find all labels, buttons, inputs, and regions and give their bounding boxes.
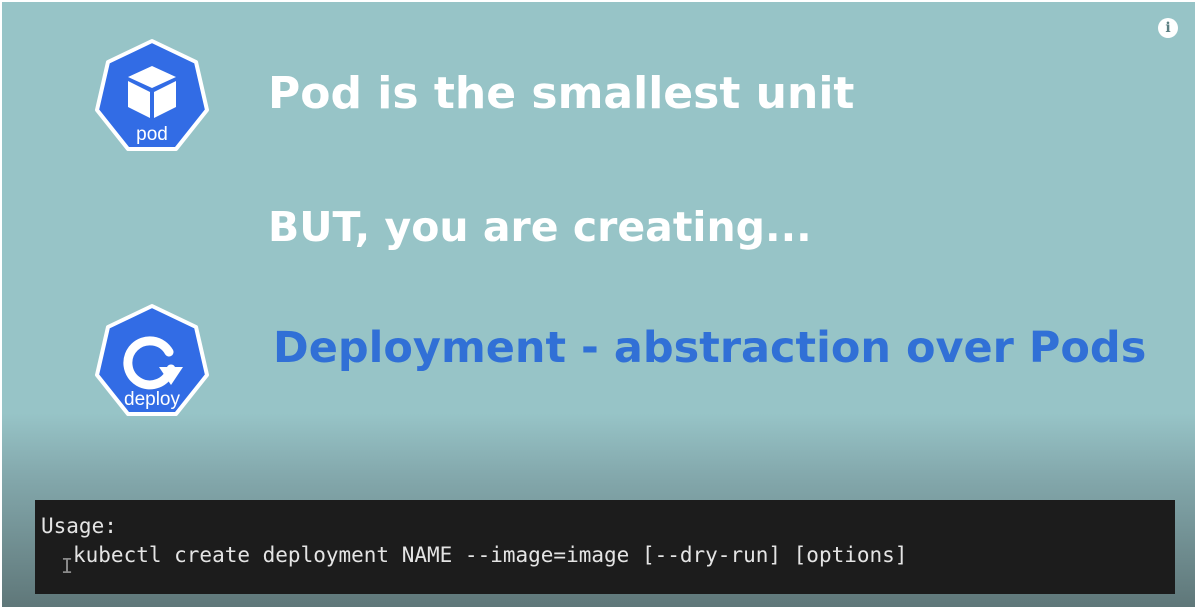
usage-label: Usage:	[41, 514, 117, 538]
rotate-arrow-icon	[123, 336, 183, 390]
slide-heading-pod: Pod is the smallest unit	[268, 68, 855, 119]
kubernetes-pod-icon: pod	[93, 38, 211, 158]
pod-heptagon-shape	[95, 39, 209, 151]
deploy-heptagon-shape	[95, 304, 209, 416]
slide-subheading-but: BUT, you are creating...	[268, 203, 812, 251]
slide-heading-deployment: Deployment - abstraction over Pods	[273, 323, 1147, 373]
text-cursor-icon: I	[61, 554, 74, 578]
deploy-icon-label: deploy	[124, 389, 180, 410]
terminal-snippet: Usage: I kubectl create deployment NAME …	[35, 500, 1175, 594]
kubectl-command: kubectl create deployment NAME --image=i…	[73, 543, 908, 567]
kubernetes-deploy-icon: deploy	[93, 303, 211, 423]
cube-icon	[128, 66, 176, 118]
info-icon[interactable]: i	[1158, 18, 1178, 38]
pod-icon-label: pod	[136, 124, 168, 145]
